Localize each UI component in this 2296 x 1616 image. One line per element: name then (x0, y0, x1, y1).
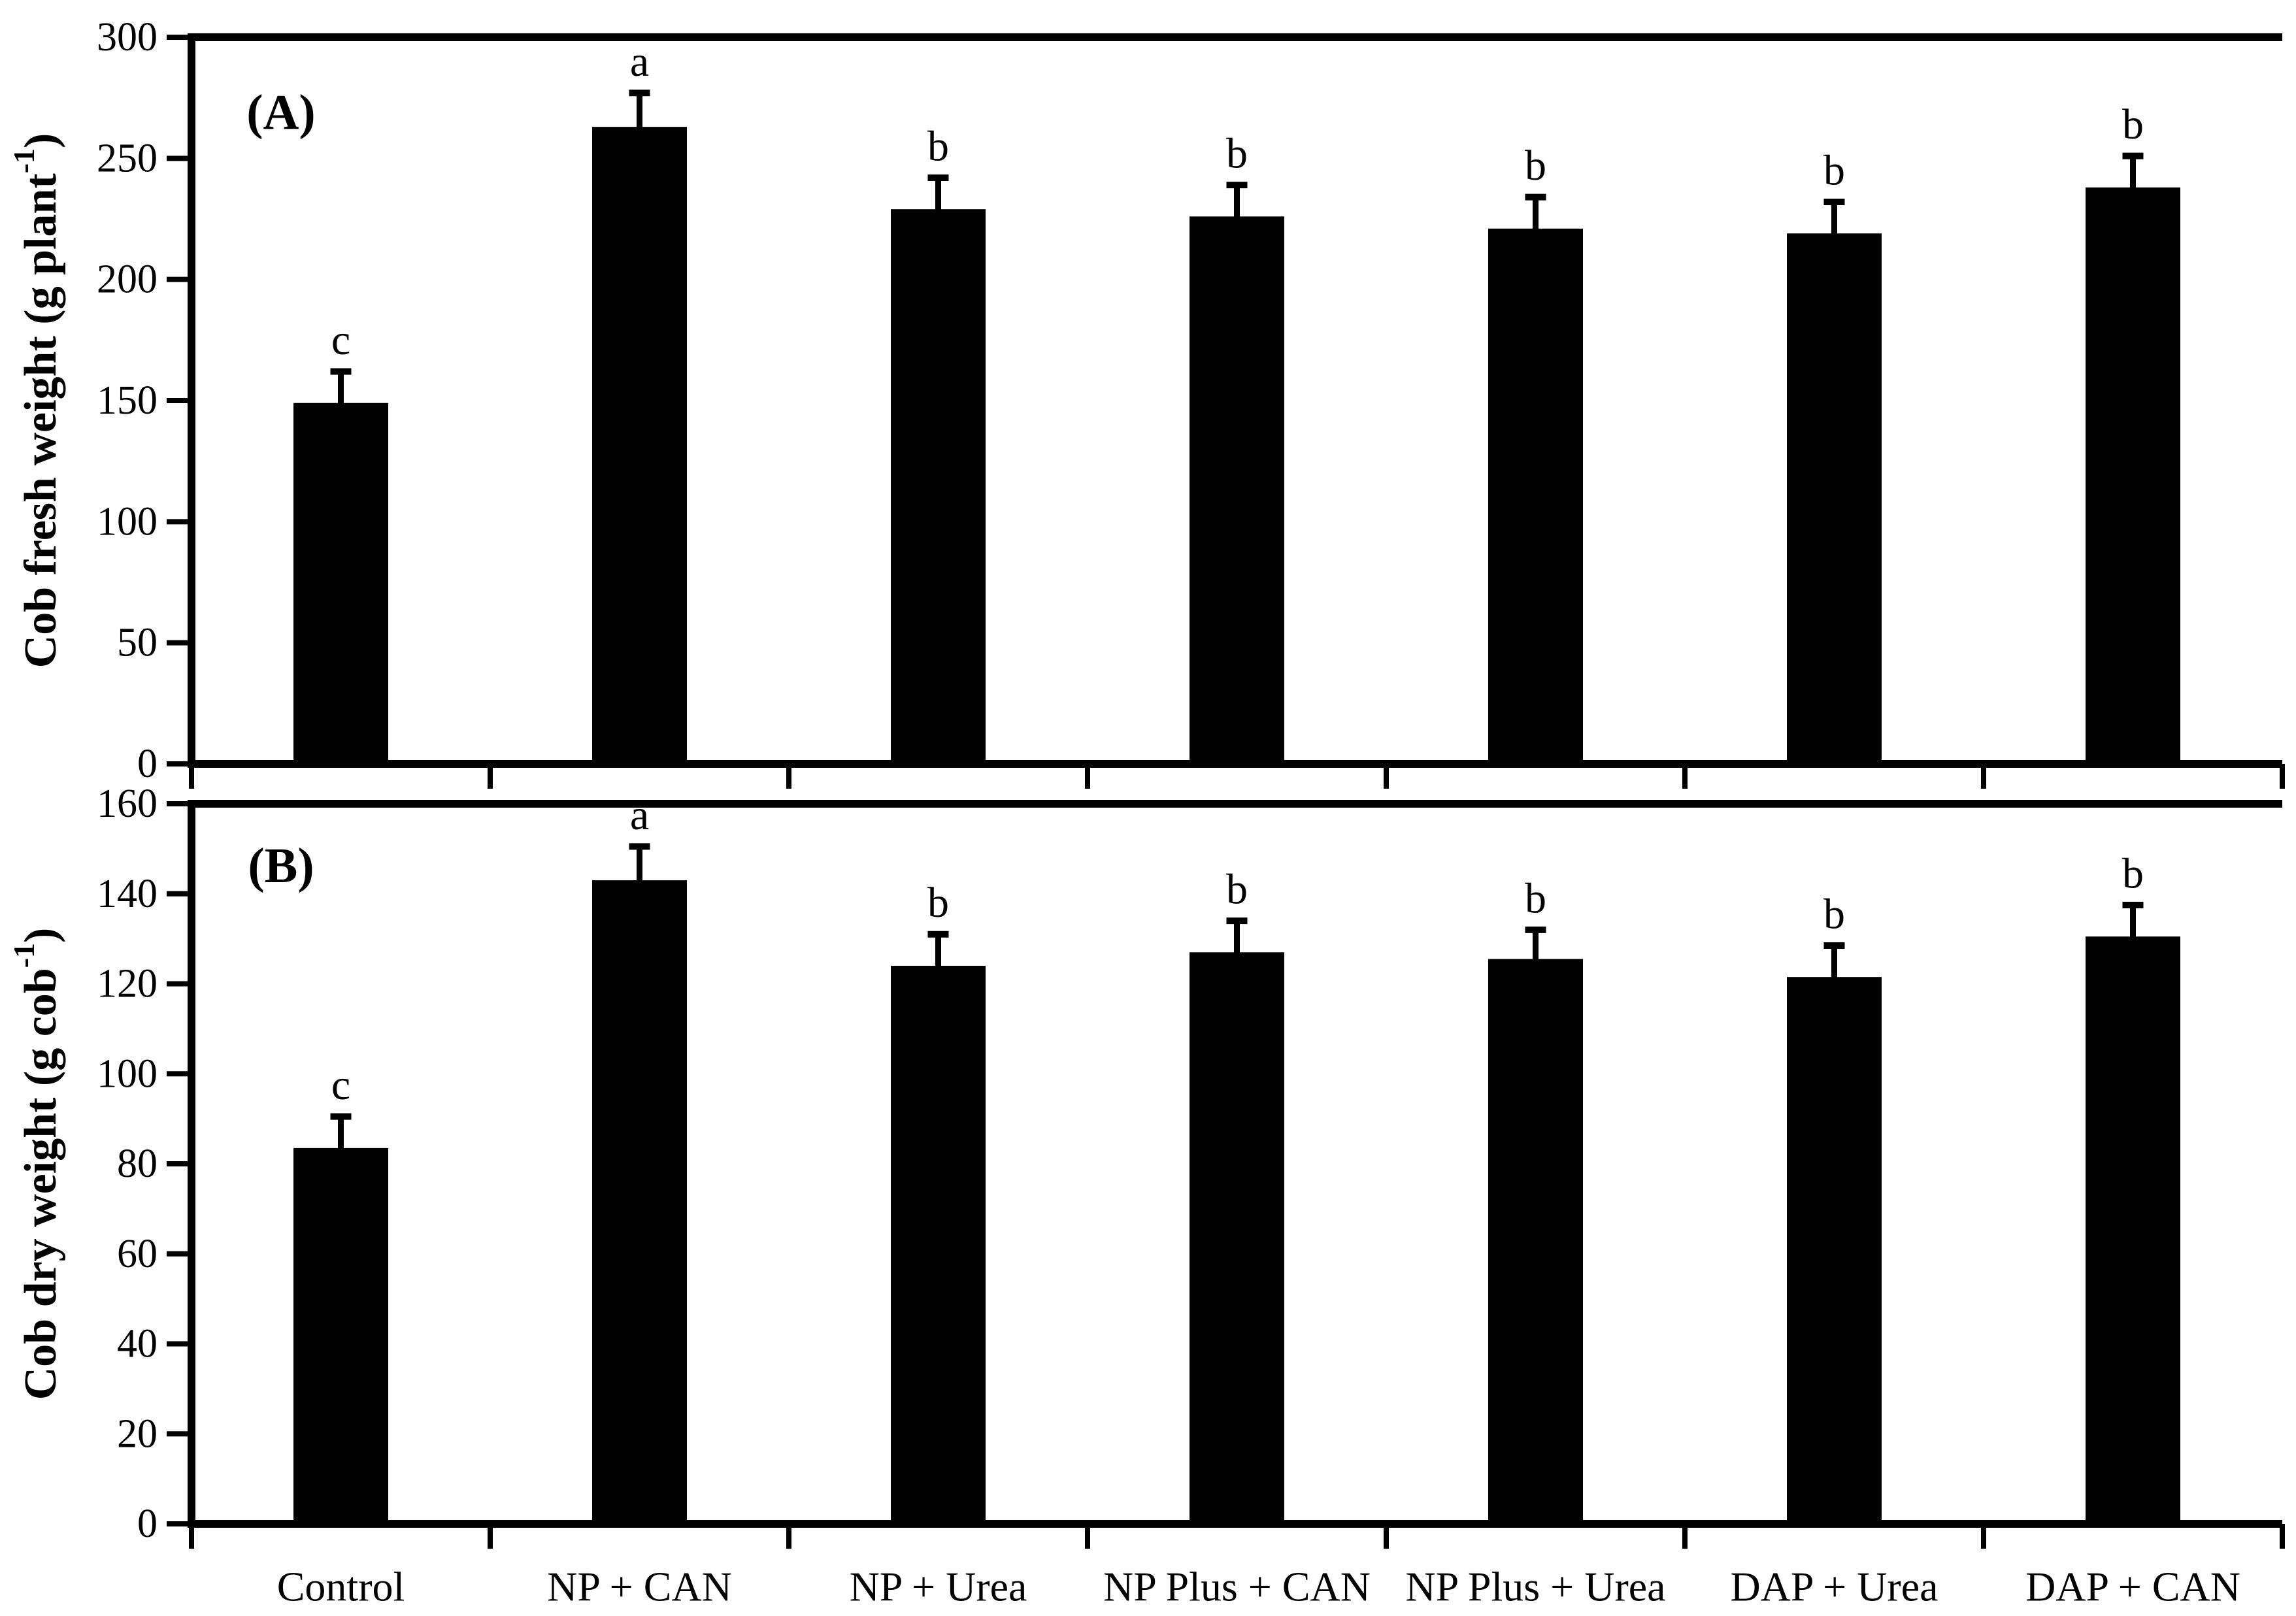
y-tick-label: 100 (97, 499, 158, 544)
sig-letter: a (630, 791, 649, 839)
y-tick-label: 140 (97, 872, 158, 916)
sig-letter: b (927, 122, 949, 170)
x-category-label: NP + CAN (547, 1564, 732, 1610)
sig-letter: b (2122, 849, 2144, 897)
bar-a-np-plus-urea (1488, 228, 1583, 764)
y-tick-label: 80 (117, 1142, 158, 1186)
y-tick-label: 300 (97, 15, 158, 59)
y-tick-label: 20 (117, 1411, 158, 1456)
sig-letter: b (1226, 866, 1248, 914)
panel-label-b: (B) (248, 838, 314, 893)
panel-b: 0 20 40 60 80 100 120 140 160 c Control a NP + CAN b N… (7, 782, 2285, 1610)
y-tick-label: 40 (117, 1322, 158, 1366)
y-axis-title-b: Cob dry weight (g cob-1) (7, 928, 66, 1400)
y-axis-title-a: Cob fresh weight (g plant-1) (7, 133, 66, 668)
sig-letter: a (630, 38, 649, 86)
sig-letter: c (331, 1061, 350, 1109)
sig-letter: b (927, 879, 949, 927)
x-category-label: DAP + CAN (2025, 1564, 2240, 1610)
bar-b-np-urea (891, 965, 986, 1524)
x-category-label: NP Plus + CAN (1103, 1564, 1371, 1610)
y-tick-label: 160 (97, 782, 158, 826)
bar-b-np-plus-urea (1488, 959, 1583, 1524)
x-category-label: DAP + Urea (1730, 1564, 1938, 1610)
sig-letter: c (331, 316, 350, 364)
sig-letter: b (1226, 130, 1248, 178)
y-tick-label: 0 (137, 1502, 158, 1546)
y-tick-label: 100 (97, 1051, 158, 1096)
x-category-label: Control (277, 1564, 405, 1610)
panel-a: 0 50 100 150 200 250 300 c a b b b b b (A) Cob fresh we… (7, 15, 2285, 789)
sig-letter: b (1823, 147, 1845, 195)
bar-b-control (293, 1147, 388, 1524)
y-tick-label: 60 (117, 1232, 158, 1276)
bar-a-control (293, 403, 388, 764)
bar-b-dap-can (2086, 936, 2180, 1524)
bar-b-np-can (592, 880, 687, 1524)
bar-a-np-can (592, 127, 687, 764)
y-tick-label: 120 (97, 962, 158, 1006)
y-tick-label: 50 (117, 621, 158, 665)
y-tick-label: 200 (97, 257, 158, 302)
bar-a-dap-can (2086, 187, 2180, 764)
bar-a-dap-urea (1787, 233, 1882, 764)
y-tick-label: 150 (97, 378, 158, 423)
y-tick-label: 250 (97, 136, 158, 180)
bar-a-np-urea (891, 209, 986, 764)
x-category-label: NP Plus + Urea (1405, 1564, 1665, 1610)
sig-letter: b (1525, 874, 1546, 922)
x-category-label: NP + Urea (850, 1564, 1027, 1610)
sig-letter: b (1525, 142, 1546, 190)
sig-letter: b (2122, 101, 2144, 148)
bar-b-np-plus-can (1190, 952, 1284, 1524)
panel-label-a: (A) (246, 85, 316, 140)
bar-a-np-plus-can (1190, 216, 1284, 764)
sig-letter: b (1823, 890, 1845, 938)
y-tick-label: 0 (137, 742, 158, 786)
bar-b-dap-urea (1787, 977, 1882, 1524)
